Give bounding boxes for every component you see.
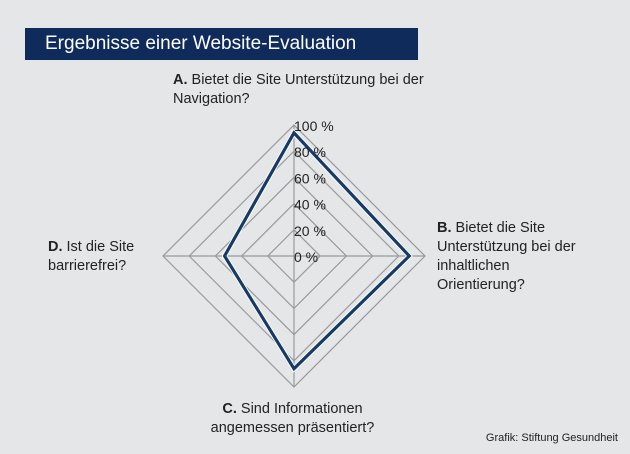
- axis-label-a: A. Bietet die Site Unterstützung bei der…: [173, 72, 424, 107]
- tick-label: 0 %: [294, 249, 318, 265]
- tick-label: 40 %: [294, 197, 326, 213]
- tick-label: 80 %: [294, 144, 326, 160]
- axis-label-d: D. Ist die Site barrierefrei?: [48, 239, 135, 274]
- credit: Grafik: Stiftung Gesundheit: [485, 432, 618, 444]
- tick-label: 100 %: [294, 118, 334, 134]
- tick-label: 20 %: [294, 223, 326, 239]
- tick-label: 60 %: [294, 170, 326, 186]
- chart-title: Ergebnisse einer Website-Evaluation: [25, 28, 418, 60]
- axis-label-c: C. Sind Informationen angemessen präsent…: [210, 401, 375, 436]
- axis-label-b: B. Bietet die Site Unterstützung bei der…: [437, 220, 576, 293]
